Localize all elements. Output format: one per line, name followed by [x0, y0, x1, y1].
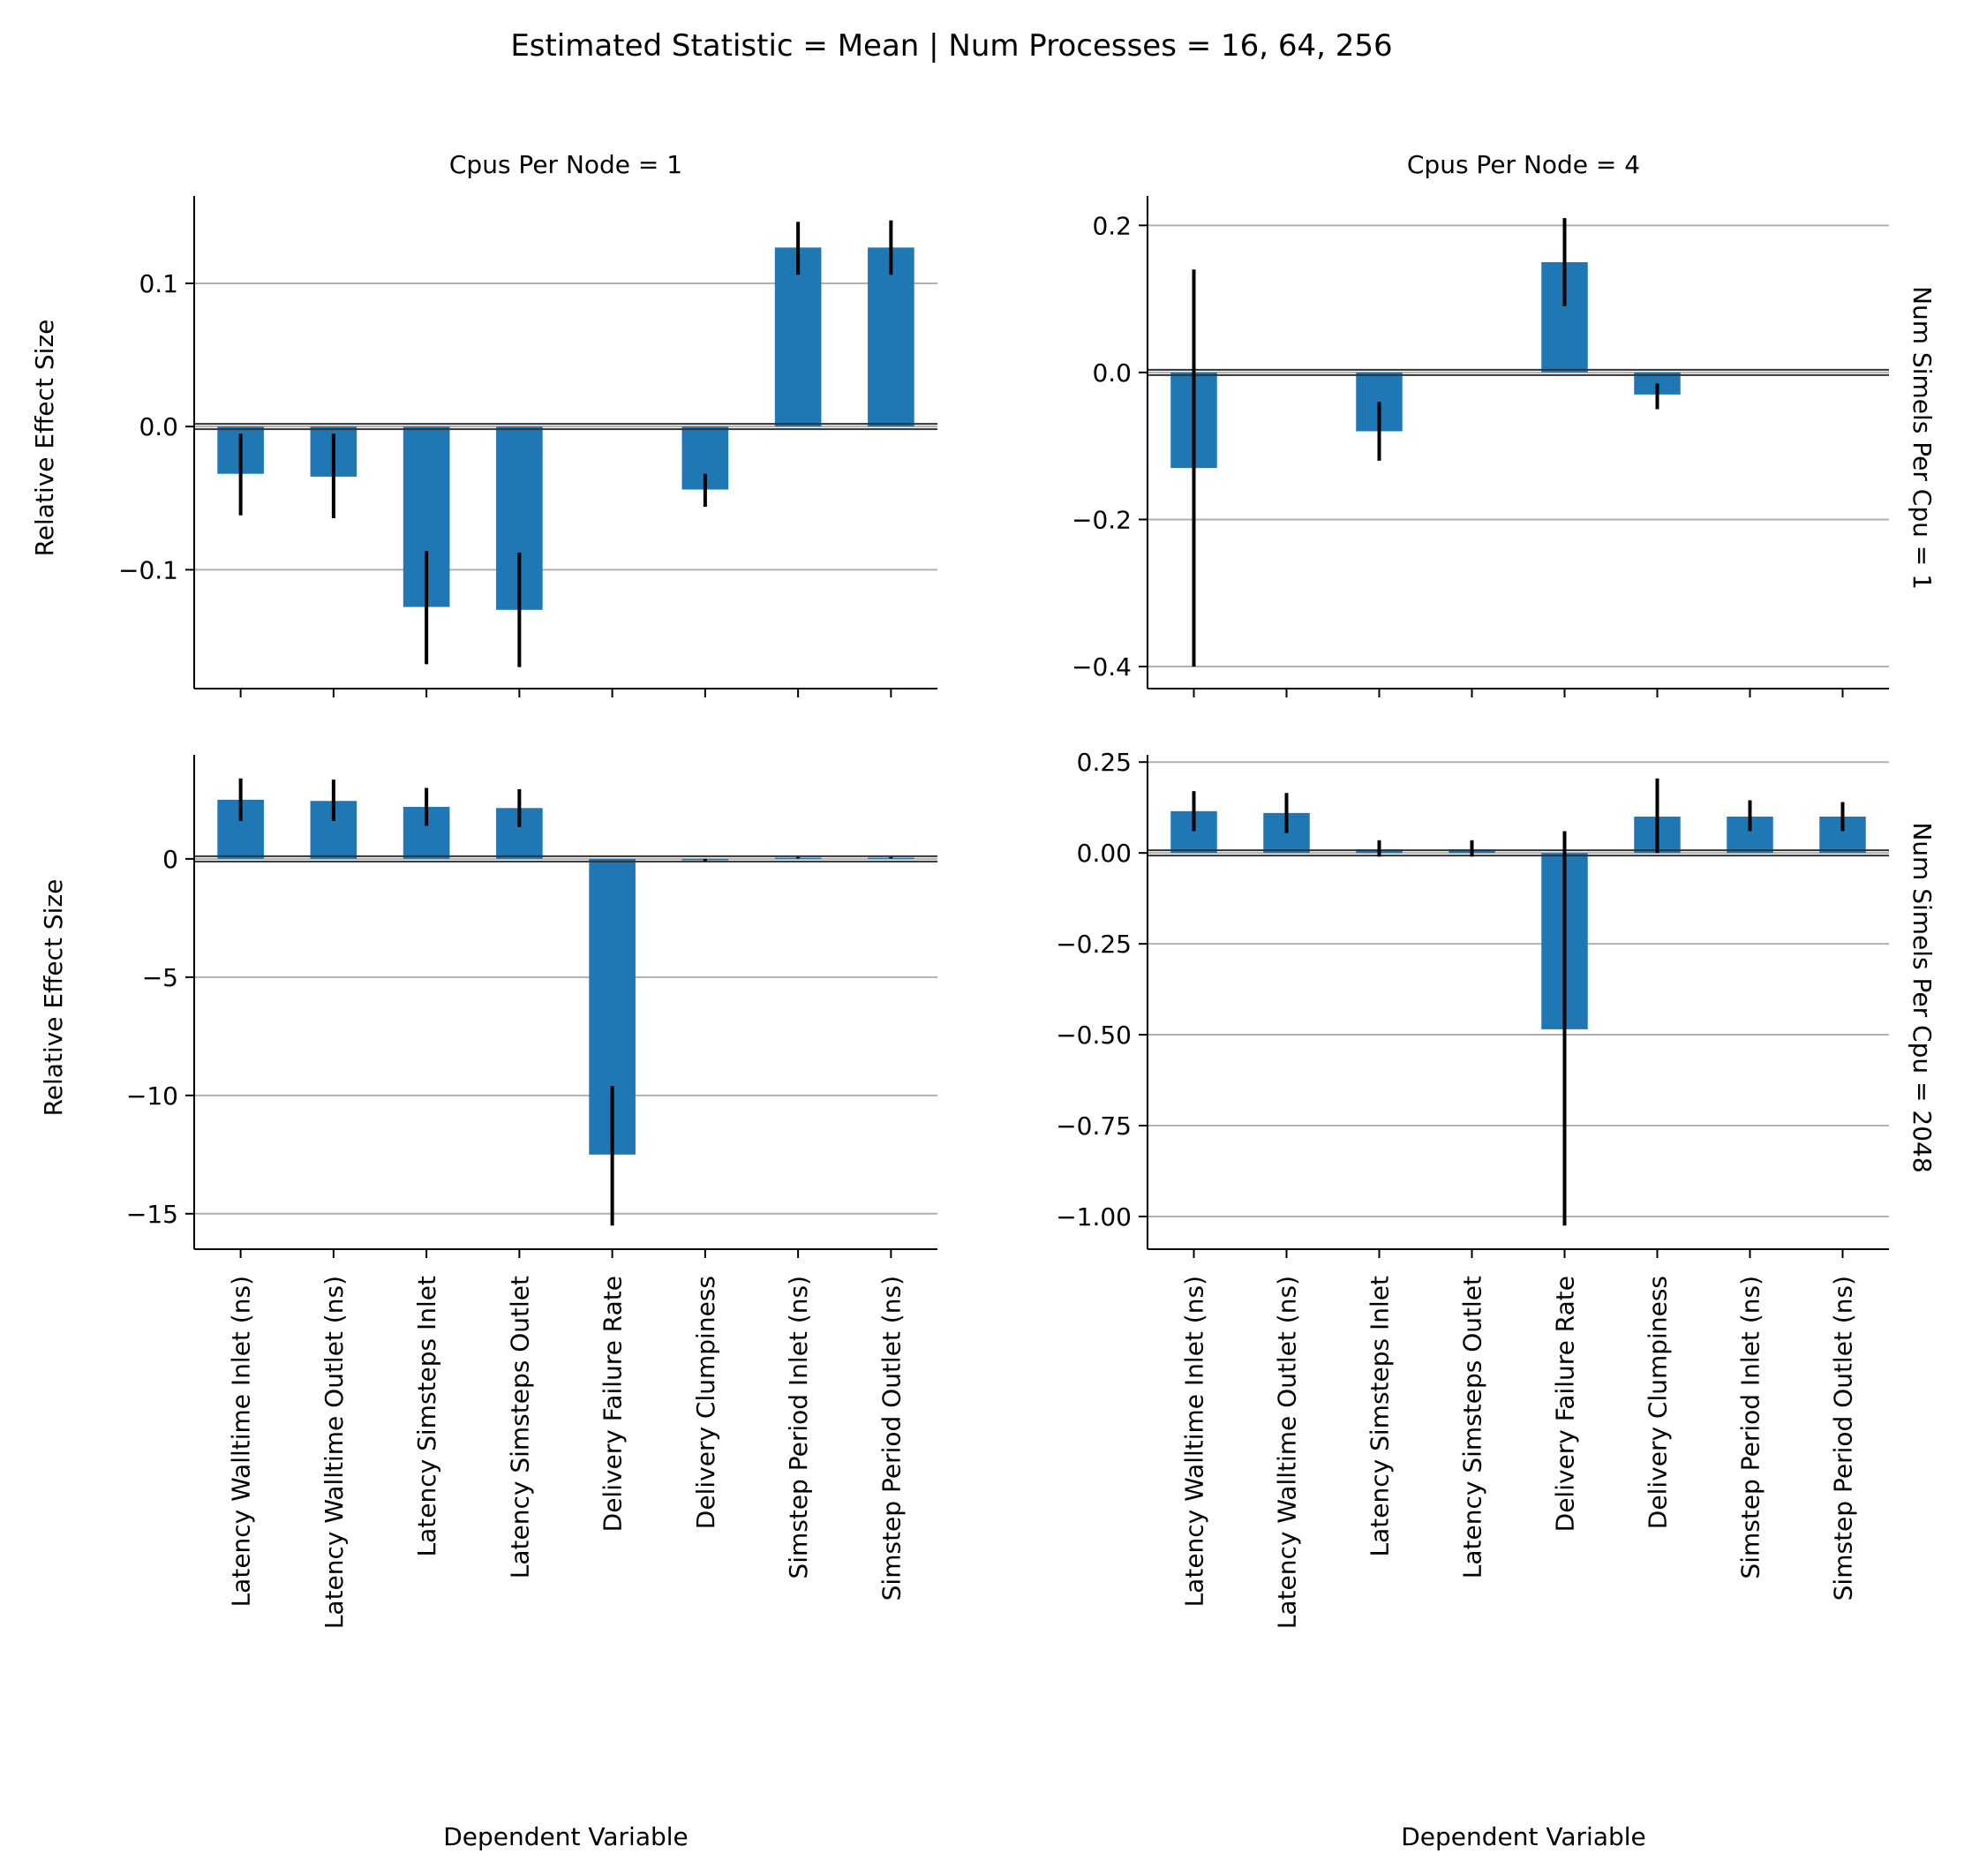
- x-axis-label-right: Dependent Variable: [1401, 1822, 1646, 1851]
- x-tick-label: Latency Simsteps Inlet: [1366, 1276, 1395, 1556]
- x-tick-label: Delivery Failure Rate: [1551, 1276, 1580, 1532]
- y-tick-label: −5: [142, 963, 178, 992]
- chart-panels: −0.1 0.0 0.1 −0.4 −0.2 0.0 0.2 −15 −10 −5 0 Latency…: [118, 196, 1889, 1629]
- panel-4: −1.00 −0.75 −0.50 −0.25 0.00 0.25 Latency Wall…: [1056, 748, 1889, 1629]
- y-axis-label-top: Relative Effect Size: [30, 320, 59, 557]
- x-tick-label: Latency Walltime Inlet (ns): [1180, 1276, 1209, 1607]
- panel-3: −15 −10 −5 0 Latency Walltime Inlet (ns) Late…: [126, 755, 937, 1629]
- x-tick-label: Simstep Period Outlet (ns): [877, 1276, 906, 1601]
- y-tick-label: 0: [162, 845, 178, 874]
- y-axis-label-bottom: Relative Effect Size: [39, 879, 68, 1117]
- x-tick-label: Simstep Period Inlet (ns): [784, 1276, 813, 1579]
- y-tick-label: 0.25: [1077, 748, 1132, 777]
- y-tick-label: −1.00: [1056, 1202, 1132, 1232]
- x-tick-label: Delivery Clumpiness: [691, 1276, 720, 1529]
- panel-1: −0.1 0.0 0.1: [118, 196, 937, 697]
- x-axis-label-left: Dependent Variable: [443, 1822, 689, 1851]
- panel-2: −0.4 −0.2 0.0 0.2: [1072, 196, 1889, 697]
- y-tick-label: −0.75: [1056, 1111, 1132, 1141]
- y-tick-label: −0.50: [1056, 1021, 1132, 1050]
- bar-8: [868, 247, 914, 427]
- y-tick-label: 0.2: [1092, 211, 1132, 240]
- y-tick-label: −15: [126, 1200, 178, 1229]
- row-title-2: Num Simels Per Cpu = 2048: [1908, 822, 1937, 1172]
- x-tick-label: Latency Walltime Outlet (ns): [1273, 1276, 1302, 1629]
- row-title-1: Num Simels Per Cpu = 1: [1908, 286, 1937, 590]
- col-title-1: Cpus Per Node = 1: [449, 150, 682, 179]
- x-tick-label: Simstep Period Inlet (ns): [1736, 1276, 1765, 1579]
- y-tick-label: −10: [126, 1081, 178, 1111]
- y-tick-label: 0.0: [139, 412, 178, 441]
- x-tick-label: Latency Walltime Outlet (ns): [320, 1276, 349, 1629]
- y-tick-label: −0.2: [1072, 505, 1132, 534]
- x-tick-label: Latency Simsteps Inlet: [412, 1276, 441, 1556]
- x-tick-label: Delivery Failure Rate: [598, 1276, 628, 1532]
- y-tick-label: 0.1: [139, 269, 178, 298]
- x-tick-label: Latency Simsteps Outlet: [505, 1276, 534, 1578]
- y-tick-label: 0.00: [1077, 839, 1132, 868]
- y-tick-label: 0.0: [1092, 358, 1132, 388]
- y-tick-label: −0.1: [118, 555, 178, 584]
- x-tick-label: Delivery Clumpiness: [1644, 1276, 1673, 1529]
- bar-7: [774, 247, 822, 427]
- x-tick-label: Simstep Period Outlet (ns): [1829, 1276, 1858, 1601]
- x-tick-label: Latency Walltime Inlet (ns): [227, 1276, 256, 1607]
- y-tick-label: −0.25: [1056, 930, 1132, 959]
- x-tick-label: Latency Simsteps Outlet: [1458, 1276, 1487, 1578]
- suptitle: Estimated Statistic = Mean | Num Process…: [510, 28, 1392, 64]
- col-title-2: Cpus Per Node = 4: [1407, 150, 1640, 179]
- y-tick-label: −0.4: [1072, 652, 1132, 682]
